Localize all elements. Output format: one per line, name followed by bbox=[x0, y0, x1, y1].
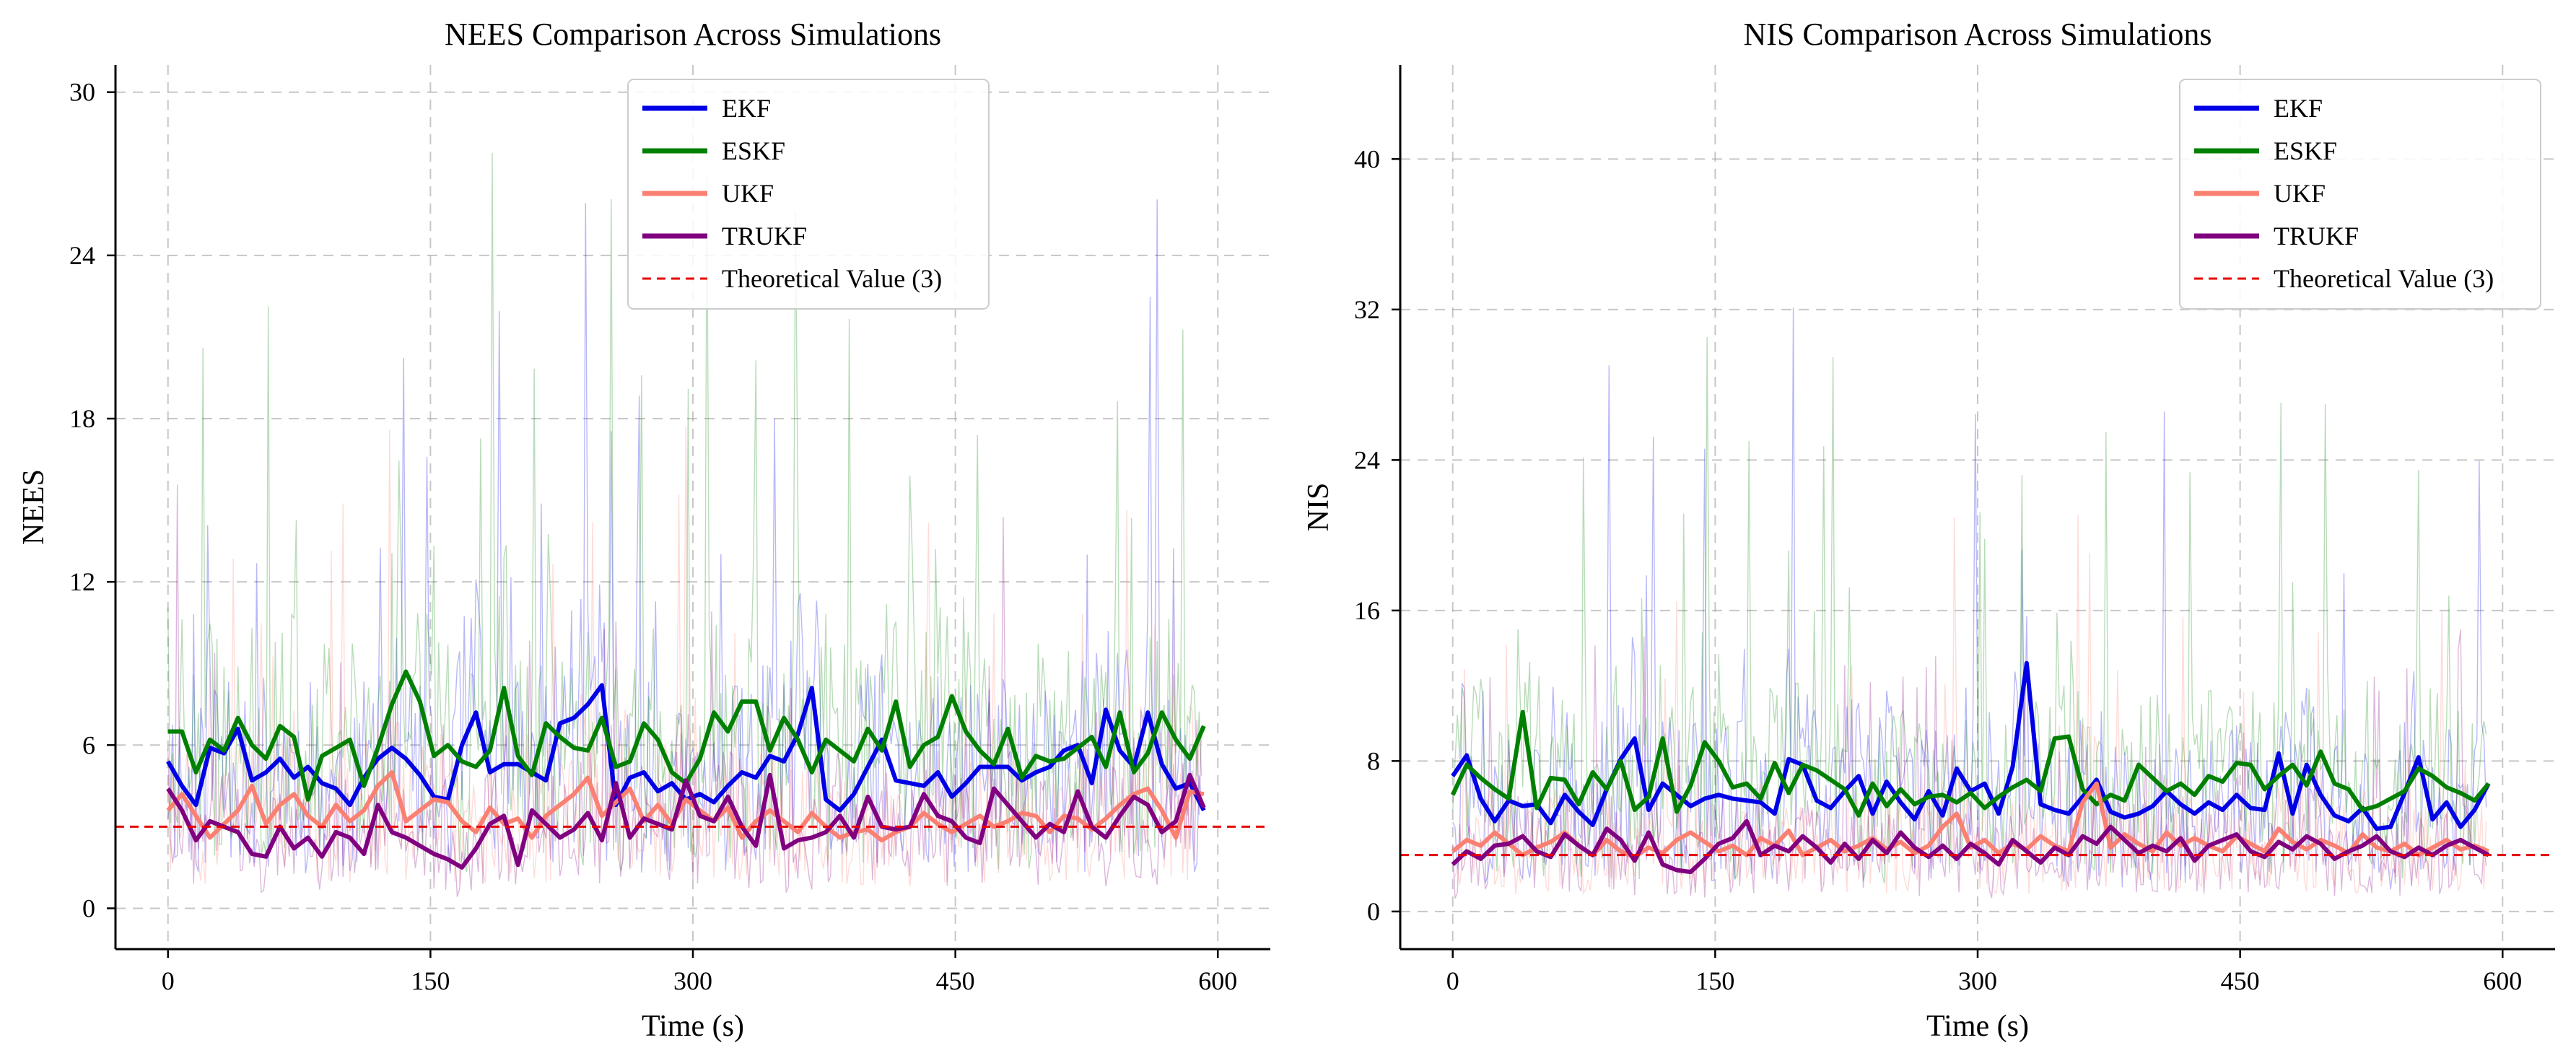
nees-title: NEES Comparison Across Simulations bbox=[445, 17, 941, 52]
nees-x-tick-label: 150 bbox=[411, 966, 450, 995]
nis-x-label: Time (s) bbox=[1926, 1010, 2029, 1043]
nees-y-tick-label: 18 bbox=[69, 404, 95, 433]
nis-y-tick-label: 16 bbox=[1354, 596, 1380, 625]
nees-legend-label: ESKF bbox=[722, 136, 785, 165]
nees-y-tick-label: 6 bbox=[82, 730, 95, 759]
nis-y-label: NIS bbox=[1302, 483, 1335, 532]
nis-legend: EKF ESKF UKF TRUKF Theoretical Value (3) bbox=[2179, 79, 2541, 310]
nis-series-trukf bbox=[1451, 818, 2490, 875]
nees-x-tick-label: 450 bbox=[936, 966, 975, 995]
nees-chart: 0 150 300 450 600 0 6 12 18 24 30 NEES Comparison A… bbox=[17, 17, 1270, 1043]
nees-series-trukf bbox=[166, 772, 1206, 870]
nis-legend-label: EKF bbox=[2274, 94, 2323, 123]
nis-raw-trukf bbox=[1452, 629, 2487, 899]
nis-legend-label: Theoretical Value (3) bbox=[2274, 264, 2494, 293]
nees-y-tick-label: 0 bbox=[82, 894, 95, 922]
nees-legend-label: EKF bbox=[722, 94, 771, 123]
nis-x-tick-label: 300 bbox=[1958, 966, 1997, 995]
nees-x-label: Time (s) bbox=[642, 1010, 744, 1043]
nis-legend-label: UKF bbox=[2274, 179, 2326, 208]
nees-x-tick-label: 0 bbox=[162, 966, 175, 995]
nees-raw-ukf bbox=[167, 426, 1202, 886]
nees-legend: EKF ESKF UKF TRUKF Theoretical Value (3) bbox=[627, 79, 990, 310]
nees-y-label: NEES bbox=[17, 469, 51, 545]
nis-x-tick-label: 150 bbox=[1695, 966, 1734, 995]
nis-legend-label: TRUKF bbox=[2274, 222, 2359, 250]
nees-legend-label: UKF bbox=[722, 179, 774, 208]
nis-grid bbox=[1400, 65, 2555, 949]
nis-raw-ukf bbox=[1452, 515, 2487, 896]
nees-x-tick-label: 600 bbox=[1198, 966, 1237, 995]
nees-y-tick-label: 24 bbox=[69, 241, 95, 270]
nis-y-tick-label: 8 bbox=[1367, 746, 1380, 775]
nis-y-tick-label: 0 bbox=[1367, 897, 1380, 926]
nis-legend-label: ESKF bbox=[2274, 136, 2337, 165]
nees-legend-label: TRUKF bbox=[722, 222, 807, 250]
nees-y-tick-label: 30 bbox=[69, 78, 95, 107]
nees-legend-box bbox=[627, 79, 990, 310]
nis-title: NIS Comparison Across Simulations bbox=[1743, 17, 2212, 52]
nees-legend-label: Theoretical Value (3) bbox=[722, 264, 942, 293]
nis-chart: 0 150 300 450 600 0 8 16 24 32 40 NIS Comparison Ac… bbox=[1302, 17, 2555, 1043]
nees-y-tick-label: 12 bbox=[69, 567, 95, 596]
nis-legend-box bbox=[2179, 79, 2541, 310]
nis-y-tick-label: 40 bbox=[1354, 144, 1380, 173]
nis-series-eskf bbox=[1450, 709, 2491, 818]
nees-x-tick-label: 300 bbox=[673, 966, 712, 995]
nis-y-tick-label: 24 bbox=[1354, 445, 1380, 474]
nis-x-tick-label: 600 bbox=[2483, 966, 2522, 995]
nis-y-tick-label: 32 bbox=[1354, 295, 1380, 324]
nees-series-ukf bbox=[166, 770, 1205, 843]
nis-x-tick-label: 0 bbox=[1446, 966, 1459, 995]
nees-raw-eskf bbox=[167, 152, 1202, 873]
nis-x-tick-label: 450 bbox=[2221, 966, 2260, 995]
